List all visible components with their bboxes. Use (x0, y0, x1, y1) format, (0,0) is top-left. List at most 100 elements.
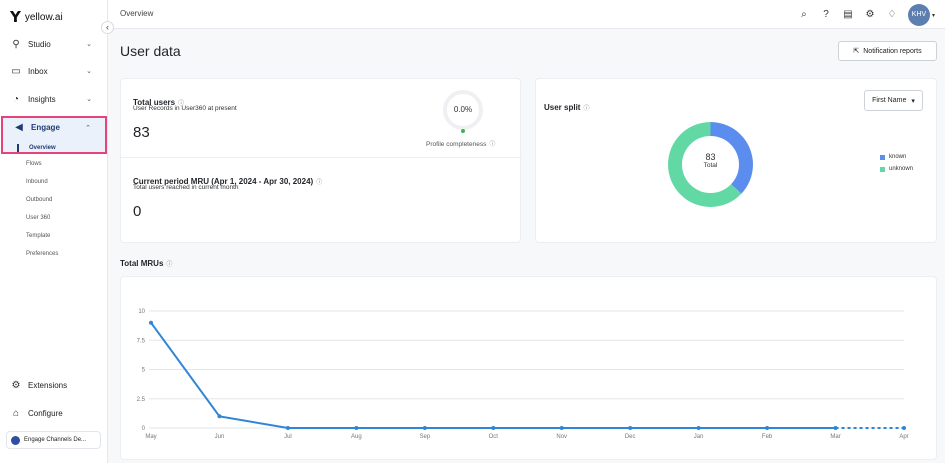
mru-header: Current period MRU (Apr 1, 2024 - Apr 30… (133, 171, 322, 189)
data-point (354, 426, 359, 430)
sidebar-item-studio[interactable]: ⚲ Studio ⌄ (0, 33, 108, 55)
data-point (149, 320, 153, 325)
sidebar-subitem-inbound[interactable]: Inbound (26, 179, 48, 185)
breadcrumb: Overview (120, 9, 154, 18)
legend-item-unknown[interactable]: unknown (880, 166, 913, 172)
x-tick-label: Aug (351, 434, 362, 440)
data-point (217, 414, 222, 419)
x-tick-label: May (145, 434, 156, 440)
info-icon[interactable]: ⓘ (316, 180, 323, 186)
split-attribute-value: First Name (872, 97, 907, 104)
chevron-down-icon: ⌄ (86, 41, 92, 48)
x-tick-label: Jul (284, 434, 292, 440)
inbox-icon: ▭ (11, 65, 21, 77)
user-split-header: User split ⓘ (544, 97, 589, 115)
brand-logo[interactable]: Y yellow.ai (10, 8, 63, 26)
x-tick-label: Sep (419, 434, 430, 440)
insights-icon: ◔ (12, 93, 20, 105)
bell-icon[interactable]: ♢ (887, 9, 897, 20)
data-point (902, 426, 906, 430)
data-point (559, 426, 564, 430)
extensions-icon: ⚙ (11, 379, 21, 391)
sidebar-item-label: Insights (28, 94, 56, 104)
total-mrus-title: Total MRUs (120, 259, 164, 268)
data-point (491, 426, 496, 430)
total-mrus-chart-card: 0 2.5 5 7.5 10 May Jun Jul Aug Sep Oct Nov Dec Jan Feb… (120, 276, 937, 460)
data-point (765, 426, 770, 430)
total-users-header: Total users ⓘ (133, 92, 184, 110)
sidebar-item-engage[interactable]: ◀ Engage ⌃ Overview (1, 116, 107, 154)
info-icon[interactable]: ⓘ (583, 106, 590, 112)
collapse-sidebar-button[interactable]: ‹ (101, 21, 114, 34)
x-tick-label: Mar (830, 434, 840, 440)
y-tick-label: 10 (138, 309, 145, 315)
profile-completeness-text: Profile completeness (426, 141, 487, 148)
sidebar-subitem-label: Overview (29, 145, 56, 151)
help-icon[interactable]: ? (823, 9, 829, 20)
caret-down-icon: ▾ (911, 97, 915, 105)
notification-reports-label: Notification reports (863, 47, 922, 55)
top-actions: ⌕ ? ▤ ⚙ ♢ KHV ▾ (798, 4, 935, 26)
sidebar-item-insights[interactable]: ◔ Insights ⌄ (0, 88, 108, 110)
bot-name: Engage Channels De... (24, 437, 87, 443)
sidebar-subitem-overview[interactable]: Overview (3, 142, 107, 154)
caret-down-icon[interactable]: ▾ (931, 12, 935, 19)
sidebar-item-label: Extensions (28, 380, 68, 390)
page-title: User data (120, 43, 181, 59)
x-tick-label: Nov (556, 434, 567, 440)
settings-icon[interactable]: ⚙ (865, 9, 875, 20)
info-icon[interactable]: ⓘ (489, 142, 496, 148)
notification-reports-button[interactable]: ⇱ Notification reports (838, 41, 937, 61)
legend-label: known (889, 154, 907, 160)
x-tick-label: Jan (694, 434, 704, 440)
data-point (696, 426, 701, 430)
x-tick-label: Feb (762, 434, 773, 440)
store-icon[interactable]: ▤ (843, 9, 853, 20)
x-tick-label: Oct (489, 434, 499, 440)
total-mrus-chart: 0 2.5 5 7.5 10 May Jun Jul Aug Sep Oct Nov Dec Jan Feb… (137, 309, 909, 440)
y-tick-label: 7.5 (137, 338, 146, 344)
chevron-up-icon: ⌃ (85, 125, 91, 132)
data-point (422, 426, 427, 430)
data-point (628, 426, 633, 430)
avatar[interactable]: KHV (907, 4, 930, 26)
info-icon[interactable]: ⓘ (166, 262, 173, 268)
sidebar-subitem-outbound[interactable]: Outbound (26, 197, 53, 203)
profile-completeness-ring: 0.0% (443, 90, 483, 130)
total-mrus-header: Total MRUs ⓘ (120, 259, 172, 268)
sidebar-subitem-flows[interactable]: Flows (26, 161, 42, 167)
configure-icon: ⌂ (12, 407, 20, 419)
top-bar: Overview ⌕ ? ▤ ⚙ ♢ KHV ▾ (108, 0, 945, 29)
bot-selector[interactable]: Engage Channels De... (6, 431, 101, 449)
sidebar-item-label: Inbox (28, 66, 48, 76)
total-users-subtitle: User Records in User360 at present (133, 105, 237, 112)
chevron-down-icon: ⌄ (86, 96, 92, 103)
brand-name: yellow.ai (24, 11, 63, 23)
data-point (833, 426, 838, 430)
y-tick-label: 5 (142, 368, 146, 374)
sidebar-item-extensions[interactable]: ⚙ Extensions (0, 374, 108, 396)
active-indicator (17, 144, 19, 152)
donut-center: 83 Total (682, 136, 739, 193)
x-tick-label: Apr (899, 434, 908, 440)
sidebar-item-inbox[interactable]: ▭ Inbox ⌄ (0, 60, 108, 82)
legend-item-known[interactable]: known (880, 154, 906, 160)
donut-total-label: Total (703, 162, 718, 169)
sidebar-subitem-preferences[interactable]: Preferences (26, 251, 59, 257)
total-users-value: 83 (133, 124, 150, 141)
mru-title: Current period MRU (Apr 1, 2024 - Apr 30… (133, 177, 314, 186)
external-link-icon: ⇱ (853, 48, 860, 55)
sidebar-subitem-user360[interactable]: User 360 (26, 215, 51, 221)
split-attribute-dropdown[interactable]: First Name ▾ (864, 90, 923, 111)
bot-avatar-icon (11, 435, 20, 445)
search-icon[interactable]: ⌕ (801, 9, 807, 20)
y-tick-label: 2.5 (137, 397, 146, 403)
legend-swatch (880, 166, 885, 172)
user-split-title: User split (544, 103, 581, 112)
mru-value: 0 (133, 203, 142, 220)
sidebar-item-configure[interactable]: ⌂ Configure (0, 402, 108, 424)
user-split-card: User split ⓘ First Name ▾ 83 Total known … (535, 78, 937, 243)
info-icon[interactable]: ⓘ (178, 101, 185, 107)
sidebar-subitem-template[interactable]: Template (26, 233, 51, 239)
user-split-donut[interactable]: 83 Total (668, 122, 753, 207)
